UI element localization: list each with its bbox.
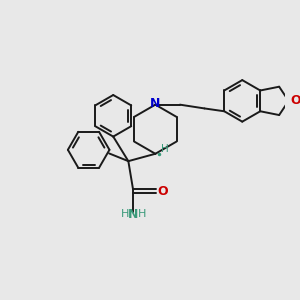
Text: H: H: [137, 209, 146, 219]
Text: H: H: [161, 144, 169, 154]
Text: O: O: [157, 185, 168, 198]
Text: N: N: [128, 208, 138, 220]
Text: N: N: [150, 97, 161, 110]
Text: O: O: [291, 94, 300, 107]
Text: H: H: [120, 209, 129, 219]
